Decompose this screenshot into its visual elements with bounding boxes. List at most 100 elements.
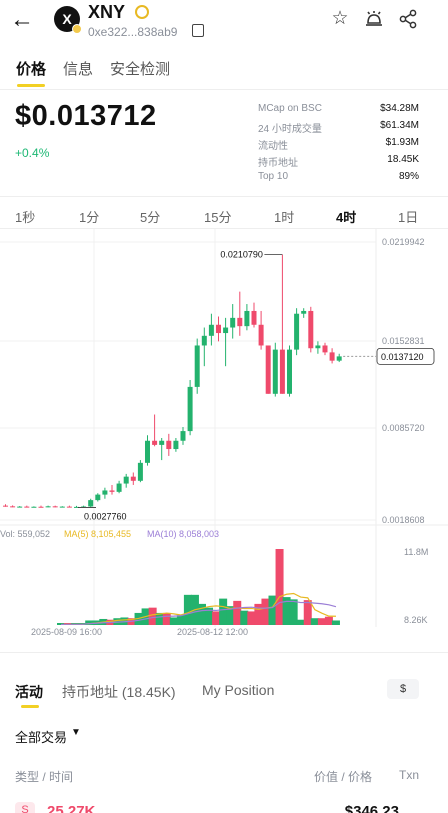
candle-body bbox=[187, 386, 193, 432]
axis-labels: 0.0219942 0.0152831 0.0085720 0.0018608 0.01… bbox=[0, 237, 435, 637]
trade-type-badge: S bbox=[15, 802, 35, 813]
candle-body bbox=[10, 506, 16, 508]
stat-value: $61.34M bbox=[380, 120, 419, 131]
candle-body bbox=[3, 505, 8, 507]
caret-down-icon[interactable]: ▼ bbox=[71, 727, 81, 738]
contract-address[interactable]: 0xe322...838ab9 bbox=[88, 25, 178, 39]
candle-body bbox=[180, 431, 186, 441]
candle-body bbox=[166, 440, 172, 450]
tab-security[interactable]: 安全检测 bbox=[110, 61, 171, 78]
tab-holders[interactable]: 持币地址 (18.45K) bbox=[62, 684, 176, 700]
volume-min-label: 8.26K bbox=[404, 615, 428, 625]
volume-bar bbox=[176, 615, 185, 625]
volume-max-label: 11.8M bbox=[404, 547, 428, 557]
copy-icon[interactable] bbox=[192, 24, 204, 37]
volume-bar bbox=[226, 606, 235, 625]
volume-bar bbox=[219, 598, 228, 625]
volume-bar bbox=[205, 607, 214, 625]
volume-bar bbox=[303, 600, 312, 625]
candle-body bbox=[322, 345, 328, 353]
y-tick-label: 0.0152831 bbox=[382, 336, 425, 346]
candle-body bbox=[208, 324, 214, 336]
back-arrow-icon[interactable]: ← bbox=[10, 6, 34, 33]
stat-value: $1.93M bbox=[385, 137, 419, 148]
low-price-label: 0.0027760 bbox=[84, 511, 127, 521]
price-chart[interactable]: 0.0219942 0.0152831 0.0085720 0.0018608 0.01… bbox=[0, 229, 448, 639]
price-change: +0.4% bbox=[15, 146, 50, 160]
volume-bar bbox=[261, 598, 270, 625]
volume-bar bbox=[198, 603, 206, 625]
volume-bar bbox=[331, 620, 340, 625]
timeframe-1d[interactable]: 1日 bbox=[398, 210, 419, 225]
candle-body bbox=[251, 310, 257, 325]
top-bar: ← X XNY 0xe322...838ab9 ☆ bbox=[0, 0, 448, 48]
volume-bar bbox=[317, 618, 326, 625]
timeframe-1h[interactable]: 1时 bbox=[274, 210, 295, 225]
candle-body bbox=[38, 506, 44, 508]
volume-bar bbox=[247, 611, 256, 625]
ma10-label: MA(10) 8,058,003 bbox=[147, 529, 219, 539]
column-header-txn: Txn bbox=[399, 768, 420, 782]
ma10-line bbox=[60, 600, 337, 626]
volume-bar bbox=[169, 617, 178, 625]
timeframe-4h[interactable]: 4时 bbox=[336, 210, 357, 225]
candle-body bbox=[45, 506, 51, 508]
current-price: $0.013712 bbox=[15, 100, 157, 132]
volume-bar bbox=[240, 610, 249, 625]
tab-info[interactable]: 信息 bbox=[63, 61, 94, 78]
volume-bar bbox=[296, 619, 305, 625]
ma5-line bbox=[60, 592, 336, 626]
candle-body bbox=[216, 324, 221, 334]
alert-bell-icon[interactable] bbox=[363, 8, 385, 30]
column-header-value-price: 价值 / 价格 bbox=[314, 770, 373, 784]
volume-bar bbox=[212, 611, 221, 625]
divider bbox=[0, 652, 448, 653]
candle-body bbox=[329, 352, 335, 361]
timeframe-15m[interactable]: 15分 bbox=[204, 210, 232, 225]
star-icon[interactable]: ☆ bbox=[331, 8, 349, 29]
candle-body bbox=[116, 483, 122, 492]
moving-average-lines bbox=[60, 592, 337, 626]
volume-bar bbox=[254, 603, 263, 625]
volume-bar bbox=[275, 549, 284, 625]
stat-value: 89% bbox=[398, 171, 419, 182]
candle-body bbox=[265, 345, 271, 394]
trade-value: $346.23 bbox=[344, 803, 399, 813]
divider bbox=[0, 196, 448, 197]
current-price-label: 0.0137120 bbox=[381, 352, 424, 362]
timeframe-5m[interactable]: 5分 bbox=[140, 210, 161, 225]
candle-body bbox=[223, 327, 229, 334]
tab-price[interactable]: 价格 bbox=[16, 61, 47, 78]
candlestick-series bbox=[3, 254, 342, 508]
candle-body bbox=[336, 356, 342, 361]
candle-body bbox=[59, 506, 65, 508]
trade-filter[interactable]: 全部交易 bbox=[15, 730, 68, 745]
stat-label: 24 小时成交量 bbox=[258, 124, 322, 135]
share-icon[interactable] bbox=[397, 8, 419, 30]
current-price-tag bbox=[376, 347, 435, 365]
candle-body bbox=[308, 310, 314, 349]
timeframe-1m[interactable]: 1分 bbox=[79, 210, 100, 225]
candle-body bbox=[237, 317, 243, 327]
token-logo: X bbox=[54, 6, 80, 32]
currency-toggle[interactable]: $ bbox=[387, 679, 419, 699]
stat-label: 流动性 bbox=[258, 141, 288, 152]
detail-tabs: 价格 信息 安全检测 bbox=[0, 50, 448, 86]
volume-series bbox=[57, 549, 340, 625]
y-tick-label: 0.0219942 bbox=[382, 237, 425, 247]
candle-body bbox=[145, 440, 150, 463]
timeframe-1s[interactable]: 1秒 bbox=[15, 210, 36, 225]
candle-body bbox=[123, 476, 129, 484]
tab-my-position[interactable]: My Position bbox=[202, 682, 275, 698]
trade-amount: 25.27K bbox=[47, 803, 96, 813]
candle-body bbox=[17, 506, 23, 508]
candle-body bbox=[137, 462, 143, 481]
candle-body bbox=[279, 349, 285, 394]
volume-bar bbox=[85, 620, 94, 625]
tab-activity[interactable]: 活动 bbox=[15, 684, 43, 700]
stat-label: MCap on BSC bbox=[258, 103, 322, 114]
chain-badge-icon bbox=[72, 24, 82, 34]
candle-body bbox=[109, 490, 115, 492]
stat-value: $34.28M bbox=[380, 103, 419, 114]
divider bbox=[0, 228, 448, 229]
